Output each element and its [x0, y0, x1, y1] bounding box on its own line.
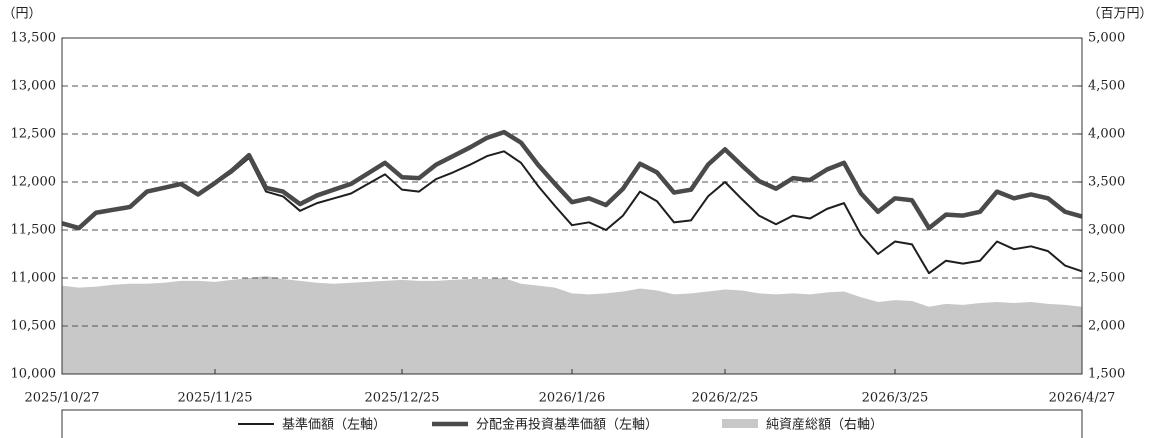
y-tick-label: 11,000 [11, 271, 57, 286]
y-tick-label: 11,500 [11, 223, 57, 238]
y2-tick-label: 4,500 [1088, 79, 1125, 94]
x-tick-label: 2026/2/25 [692, 391, 759, 406]
y-tick-label: 10,500 [11, 319, 57, 334]
y-tick-label: 12,500 [11, 127, 57, 142]
line [61, 150, 1083, 275]
x-tick-label: 2025/11/25 [178, 391, 253, 406]
y2-tick-label: 1,500 [1088, 367, 1125, 382]
x-tick-label: 2026/4/27 [1049, 391, 1116, 406]
y2-tick-label: 2,500 [1088, 271, 1125, 286]
line [61, 129, 1083, 231]
x-tick-label: 2026/3/25 [862, 391, 929, 406]
y-axis-label: （円） [2, 7, 41, 22]
y-tick-label: 10,000 [11, 367, 57, 382]
y-tick-label: 13,500 [11, 31, 57, 46]
x-tick-label: 2025/10/27 [25, 391, 100, 406]
plot-frame [61, 37, 1083, 375]
y2-tick-label: 4,000 [1088, 127, 1125, 142]
x-tick-label: 2026/1/26 [539, 391, 606, 406]
y2-tick-label: 3,500 [1088, 175, 1125, 190]
x-tick-label: 2025/12/25 [365, 391, 440, 406]
legend-swatch [722, 419, 758, 428]
y2-tick-label: 5,000 [1088, 31, 1125, 46]
legend-frame [61, 409, 1083, 438]
area [62, 276, 1082, 374]
y2-tick-label: 3,000 [1088, 223, 1125, 238]
legend-label: 分配金再投資基準価額（左軸） [476, 417, 658, 433]
y-tick-label: 13,000 [11, 79, 57, 94]
y2-axis-label: （百万円） [1087, 7, 1151, 22]
y-tick-label: 12,000 [11, 175, 57, 190]
legend-label: 基準価額（左軸） [282, 417, 386, 433]
y2-tick-label: 2,000 [1088, 319, 1125, 334]
legend-label: 純資産総額（右軸） [766, 417, 883, 433]
